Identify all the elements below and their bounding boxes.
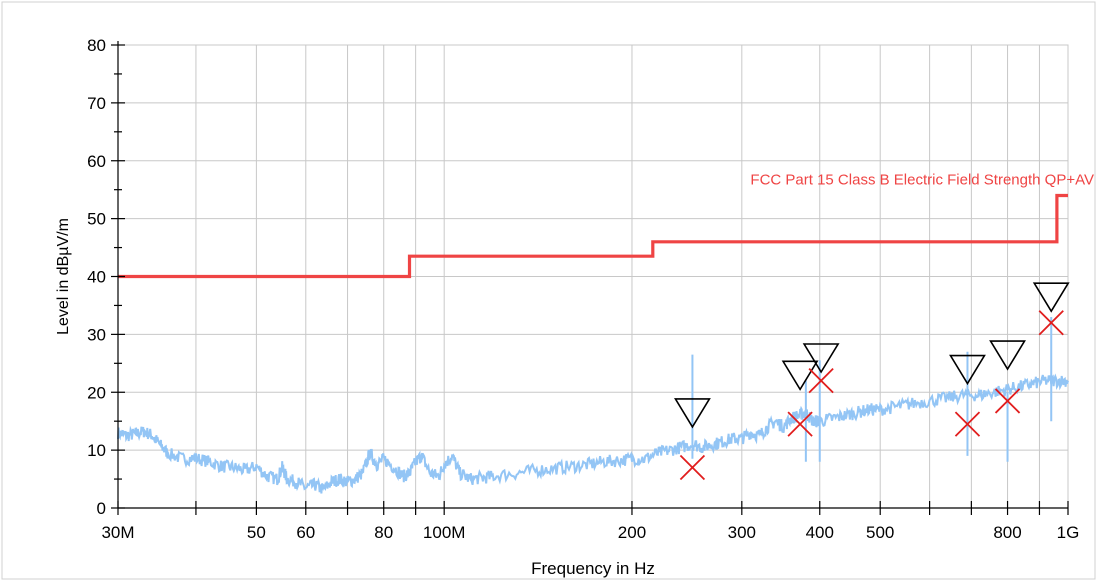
x-axis-label: Frequency in Hz — [531, 559, 655, 578]
qp-marker — [674, 398, 711, 429]
y-tick-label: 30 — [87, 325, 106, 344]
y-axis-label: Level in dBµV/m — [55, 218, 72, 335]
qp-marker — [949, 354, 986, 386]
y-tick-label: 50 — [87, 210, 106, 229]
axis-layer: 0 10 20 30 40 50 60 70 80 30M 50 60 80 100M 200 300 400 5… — [87, 36, 1079, 542]
av-marker-stroke — [994, 388, 1021, 414]
av-marker-stroke — [1038, 310, 1064, 336]
y-tick-label: 10 — [87, 441, 106, 460]
x-tick-label: 100M — [423, 523, 466, 542]
av-marker-stroke — [787, 411, 813, 437]
marker-layer — [674, 282, 1070, 481]
y-tick-label: 20 — [87, 383, 106, 402]
x-tick-label: 1G — [1057, 523, 1080, 542]
y-tick-label: 0 — [97, 499, 106, 518]
x-tick-label: 200 — [618, 523, 646, 542]
y-tick-label: 60 — [87, 152, 106, 171]
qp-marker — [781, 360, 819, 391]
x-tick-label: 300 — [728, 523, 756, 542]
x-tick-label: 800 — [993, 523, 1021, 542]
x-tick-label: 400 — [806, 523, 834, 542]
x-tick-label: 80 — [374, 523, 393, 542]
x-tick-label: 500 — [866, 523, 894, 542]
av-marker — [808, 368, 834, 394]
av-marker — [679, 454, 706, 481]
av-marker — [1038, 310, 1064, 336]
limit-layer — [118, 193, 1068, 279]
av-marker-stroke — [808, 368, 834, 394]
av-marker — [787, 411, 813, 437]
av-marker-stroke — [679, 454, 706, 481]
av-marker — [954, 411, 981, 437]
spectrum-trace — [117, 373, 1069, 494]
spectrum-layer — [117, 317, 1069, 494]
qp-marker — [802, 343, 840, 374]
y-tick-label: 70 — [87, 94, 106, 113]
limit-line-label: FCC Part 15 Class B Electric Field Stren… — [750, 172, 1094, 189]
x-tick-label: 30M — [101, 523, 134, 542]
x-tick-label: 50 — [247, 523, 266, 542]
av-marker — [994, 388, 1021, 414]
qp-marker — [1032, 282, 1070, 313]
qp-marker — [989, 340, 1026, 371]
y-tick-label: 40 — [87, 268, 106, 287]
y-tick-label: 80 — [87, 36, 106, 55]
limit-line — [118, 193, 1068, 279]
av-marker-stroke — [954, 411, 981, 437]
x-tick-label: 60 — [296, 523, 315, 542]
